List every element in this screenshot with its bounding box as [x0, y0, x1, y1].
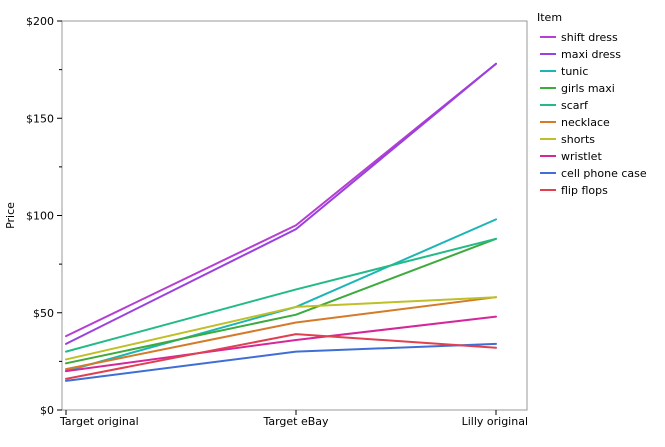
legend-item: maxi dress: [540, 48, 621, 61]
legend-label: shift dress: [561, 31, 618, 44]
legend: Item shift dress maxi dress tunic girls max…: [537, 11, 647, 197]
legend-label: girls maxi: [561, 82, 615, 95]
x-tick-label: Target eBay: [262, 415, 329, 428]
x-tick-label: Target original: [59, 415, 139, 428]
legend-item: tunic: [540, 65, 588, 78]
series-line-cell-phone-case: [65, 342, 497, 382]
legend-title: Item: [537, 11, 562, 24]
series-line-maxi-dress: [65, 62, 497, 345]
x-tick-label: Lilly original: [462, 415, 528, 428]
series-line-scarf: [65, 237, 497, 353]
y-axis-title: Price: [4, 202, 17, 229]
legend-item: wristlet: [540, 150, 602, 163]
y-tick-label: $50: [33, 307, 54, 320]
legend-item: necklace: [540, 116, 610, 129]
legend-label: tunic: [561, 65, 588, 78]
legend-item: shift dress: [540, 31, 618, 44]
legend-item: flip flops: [540, 184, 608, 197]
series-line-shorts: [65, 296, 497, 361]
legend-label: shorts: [561, 133, 595, 146]
legend-label: maxi dress: [561, 48, 621, 61]
series-line-girls-maxi: [65, 237, 497, 365]
series-line-flip-flops: [65, 333, 497, 380]
y-axis: $0 $50 $100 $150 $200: [26, 15, 62, 417]
legend-item: shorts: [540, 133, 595, 146]
legend-item: scarf: [540, 99, 589, 112]
legend-label: scarf: [561, 99, 589, 112]
y-tick-label: $150: [26, 112, 54, 125]
x-axis: Target original Target eBay Lilly original: [59, 410, 528, 428]
legend-label: necklace: [561, 116, 610, 129]
y-tick-label: $100: [26, 210, 54, 223]
series-line-wristlet: [65, 315, 497, 373]
legend-label: wristlet: [561, 150, 602, 163]
legend-label: flip flops: [561, 184, 608, 197]
legend-item: girls maxi: [540, 82, 615, 95]
series-lines: [65, 62, 497, 382]
series-line-necklace: [65, 296, 497, 371]
y-tick-label: $0: [40, 404, 54, 417]
legend-item: cell phone case: [540, 167, 647, 180]
legend-label: cell phone case: [561, 167, 647, 180]
y-tick-label: $200: [26, 15, 54, 28]
